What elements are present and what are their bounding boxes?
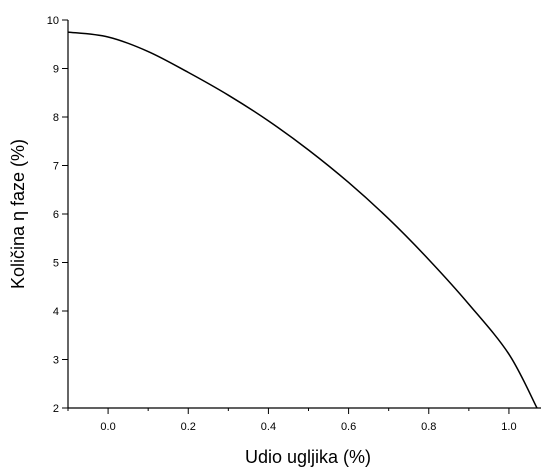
y-tick-label: 5 <box>53 258 59 270</box>
series-line <box>67 31 538 409</box>
x-axis-title: Udio ugljika (%) <box>245 447 371 467</box>
y-tick-label: 4 <box>53 306 59 318</box>
y-tick-label: 2 <box>53 403 59 415</box>
y-tick-label: 3 <box>53 355 59 367</box>
x-tick-label: 0.8 <box>421 421 436 433</box>
x-tick-label: 1.0 <box>501 421 516 433</box>
x-tick-label: 0.0 <box>100 421 115 433</box>
x-tick-label: 0.4 <box>261 421 276 433</box>
series-layer <box>67 31 538 409</box>
y-ticks: 2 3 4 5 6 7 8 9 10 <box>47 15 68 415</box>
x-tick-label: 0.6 <box>341 421 356 433</box>
y-tick-label: 7 <box>53 161 59 173</box>
y-tick-label: 9 <box>53 64 59 76</box>
y-axis-title: Količina η faze (%) <box>8 139 28 289</box>
plot-area <box>67 20 541 409</box>
x-tick-label: 0.2 <box>181 421 196 433</box>
y-tick-label: 10 <box>47 15 59 27</box>
y-tick-label: 8 <box>53 112 59 124</box>
y-tick-label: 6 <box>53 209 59 221</box>
x-ticks: 0.0 0.2 0.4 0.6 0.8 1.0 <box>67 408 517 433</box>
